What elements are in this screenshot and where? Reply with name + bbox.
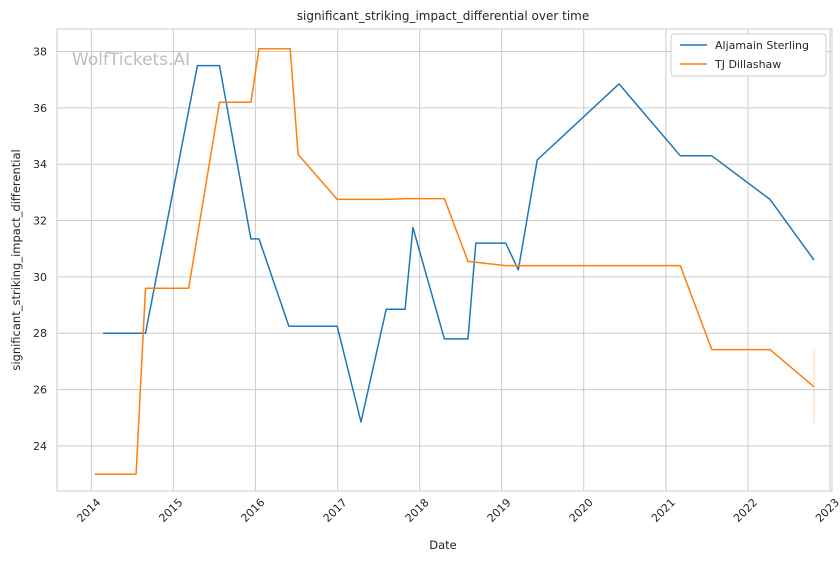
x-tick-label-2023: 2023 [813,496,840,525]
x-tick-label-2021: 2021 [649,496,678,525]
x-tick-label-2017: 2017 [321,496,350,525]
x-axis-label: Date [429,538,457,552]
x-tick-label-2020: 2020 [567,496,596,525]
x-tick-label-2019: 2019 [485,496,514,525]
y-tick-label-24: 24 [33,440,47,453]
y-tick-label-26: 26 [33,384,47,397]
x-tick-label-2015: 2015 [156,496,185,525]
x-tick-label-2018: 2018 [403,496,432,525]
y-tick-label-36: 36 [33,102,47,115]
series-layer [94,47,815,475]
y-tick-label-34: 34 [33,158,47,171]
series-line-aljamain-sterling [103,64,815,423]
legend-label-tj-dillashaw: TJ Dillashaw [714,58,781,71]
grid-layer [57,29,832,491]
y-tick-label-32: 32 [33,215,47,228]
y-tick-label-38: 38 [33,46,47,59]
y-tick-label-28: 28 [33,327,47,340]
x-tick-label-2014: 2014 [74,496,103,525]
legend-box [670,33,827,77]
legend: Aljamain Sterling TJ Dillashaw [670,33,827,77]
y-tick-label-30: 30 [33,271,47,284]
chart-title: significant_striking_impact_differential… [297,9,589,23]
watermark: WolfTickets.AI [72,50,190,70]
legend-label-aljamain-sterling: Aljamain Sterling [715,39,809,52]
y-axis-label: significant_striking_impact_differential [9,149,23,370]
x-tick-label-2016: 2016 [238,496,267,525]
x-tick-label-2022: 2022 [731,496,760,525]
series-line-tj-dillashaw [94,47,815,475]
plot-background [56,28,833,492]
